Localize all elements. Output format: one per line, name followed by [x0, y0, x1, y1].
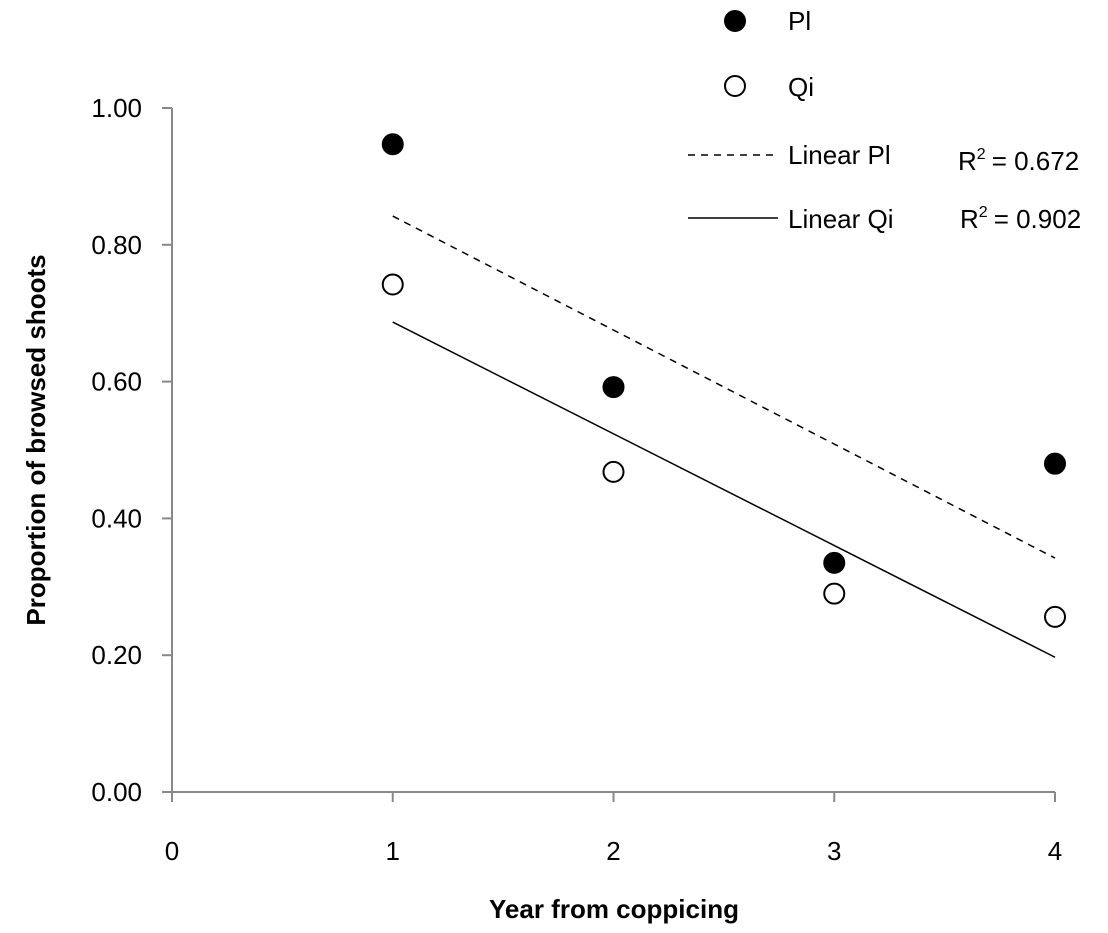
y-tick-label: 0.20: [91, 640, 142, 670]
legend-marker-qi: [724, 75, 746, 97]
x-tick-label: 1: [386, 836, 400, 866]
point-pl: [1044, 452, 1066, 475]
r2-value-pl: = 0.672: [992, 146, 1079, 176]
point-qi: [602, 460, 625, 483]
trendline-linear-pl: [392, 215, 1056, 559]
x-tick-label: 4: [1048, 836, 1062, 866]
y-tick-label: 0.00: [91, 777, 142, 807]
y-tick-label: 0.80: [91, 230, 142, 260]
point-qi: [381, 273, 404, 296]
x-tick-label: 3: [827, 836, 841, 866]
trendline-linear-qi: [392, 321, 1056, 658]
legend-label-qi: Qi: [788, 72, 814, 102]
legend-label-linear-qi: Linear Qi: [788, 204, 894, 234]
x-axis-title: Year from coppicing: [489, 894, 739, 924]
r2-label-qi: R2 = 0.902: [960, 204, 1081, 234]
r2-value-qi: = 0.902: [994, 204, 1081, 234]
x-tick-label: 0: [165, 836, 179, 866]
point-qi: [1044, 605, 1066, 628]
legend-label-pl: Pl: [788, 6, 811, 36]
y-tick-label: 1.00: [91, 93, 142, 123]
legend-marker-pl: [724, 10, 746, 32]
r2-label-pl: R2 = 0.672: [958, 146, 1079, 176]
y-ticks: 0.00 0.20 0.40 0.60 0.80 1.00: [91, 93, 172, 807]
legend-label-linear-pl: Linear Pl: [788, 140, 891, 170]
point-pl: [823, 551, 846, 574]
point-pl: [602, 376, 625, 399]
trendlines: [392, 215, 1056, 658]
data-points: [381, 133, 1066, 628]
axes: [171, 108, 1055, 793]
x-tick-label: 2: [606, 836, 620, 866]
x-ticks: 0 1 2 3 4: [165, 792, 1062, 866]
y-tick-label: 0.40: [91, 503, 142, 533]
y-axis-title: Proportion of browsed shoots: [21, 254, 51, 625]
point-pl: [381, 133, 404, 156]
legend: Pl Qi Linear Pl R2 = 0.672 Linear Qi R2 = …: [688, 6, 1081, 234]
y-tick-label: 0.60: [91, 367, 142, 397]
point-qi: [823, 582, 846, 605]
